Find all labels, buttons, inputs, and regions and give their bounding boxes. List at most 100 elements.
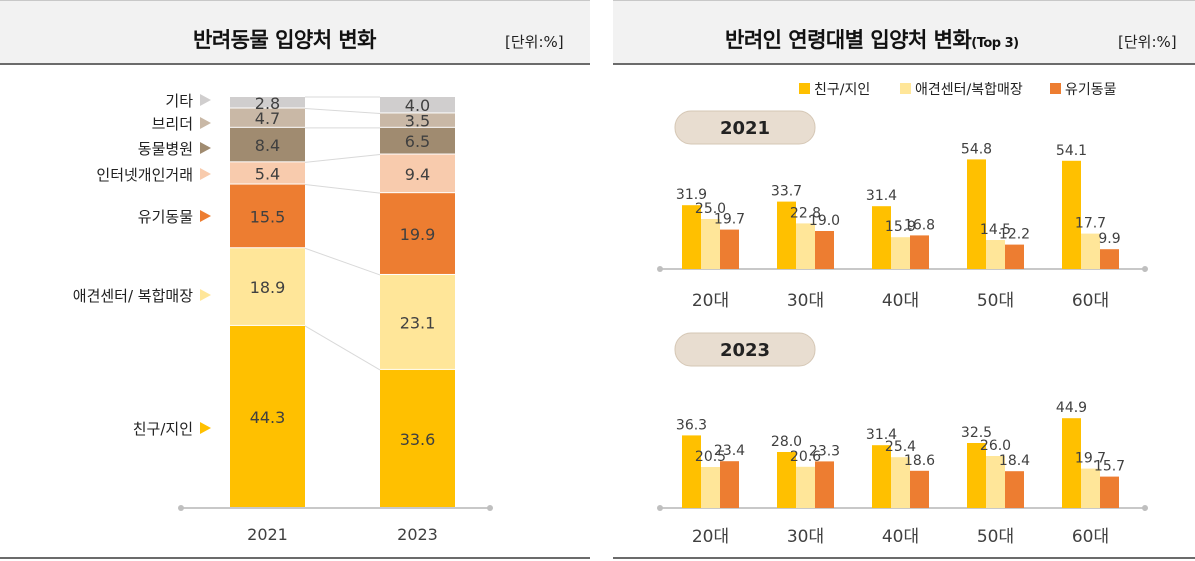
data-label: 18.4 [999,453,1030,469]
data-label: 5.4 [255,164,280,183]
legend-arrow-icon [200,168,211,180]
data-label: 31.4 [866,188,897,204]
legend-label: 애견센터/ 복합매장 [73,287,193,305]
data-label: 4.7 [255,109,280,128]
data-label: 9.9 [1098,231,1120,247]
axis-end-dot [1142,266,1148,272]
axis-end-dot [178,505,184,511]
bar-segment [230,184,305,248]
data-label: 28.0 [771,434,802,450]
x-tick-label: 2021 [247,525,288,544]
bar [1081,468,1100,508]
bar [891,237,910,269]
bar [891,457,910,508]
legend-swatch [900,83,911,94]
data-label: 44.3 [250,408,286,427]
x-tick-label: 20대 [692,291,729,311]
data-label: 17.7 [1075,216,1106,232]
data-label: 44.9 [1056,400,1087,416]
bar-segment [230,127,305,162]
bar [701,219,720,269]
bar [1062,160,1081,269]
x-tick-label: 50대 [977,291,1014,311]
data-label: 6.5 [405,132,430,151]
data-label: 15.9 [885,219,916,235]
data-label: 33.6 [400,430,436,449]
right-panel-title: 반려인 연령대별 입양처 변화(Top 3) [725,24,1019,54]
data-label: 20.6 [790,449,821,465]
bar [682,205,701,269]
left-header-divider [0,63,590,65]
legend-arrow-icon [200,422,211,434]
bar-segment [380,127,455,154]
data-label: 54.8 [961,141,992,157]
legend-label: 유기동물 [138,208,193,226]
x-tick-label: 60대 [1072,527,1109,547]
bar-segment [230,162,305,184]
data-label: 23.3 [809,443,840,459]
right-header-bar [613,0,1195,63]
left-panel-title: 반려동물 입양처 변화 [193,28,377,52]
legend-label: 애견센터/복합매장 [915,82,1023,98]
data-label: 4.0 [405,96,430,115]
data-label: 54.1 [1056,143,1087,159]
legend-label: 유기동물 [1065,82,1117,98]
bar [720,229,739,269]
bar [701,467,720,508]
legend-swatch [799,83,810,94]
data-label: 8.4 [255,136,280,155]
bar [986,456,1005,508]
bar-segment [380,113,455,127]
bar [872,206,891,269]
left-bottom-divider [0,557,590,559]
data-label: 15.7 [1094,459,1125,475]
bar [967,159,986,269]
bar [872,445,891,508]
year-badge-label: 2021 [720,118,770,139]
bar [777,201,796,269]
stacked-bar-chart: 44.3 18.9 15.5 5.4 8.4 4.72.8 2021 33.6 23.1 19.9… [73,92,493,544]
data-label: 9.4 [405,165,430,184]
x-tick-label: 40대 [882,291,919,311]
data-label: 26.0 [980,438,1011,454]
data-label: 19.9 [400,225,436,244]
right-panel-unit: [단위:%] [1118,33,1177,51]
data-label: 18.6 [904,453,935,469]
right-bottom-divider [613,557,1195,559]
legend-swatch [1050,83,1061,94]
axis-end-dot [487,505,493,511]
legend-label: 친구/지인 [814,82,870,98]
data-label: 19.7 [714,212,745,228]
data-label: 32.5 [961,425,992,441]
data-label: 20.5 [695,449,726,465]
year-badge-label: 2023 [720,340,770,361]
x-tick-label: 20대 [692,527,729,547]
legend-arrow-icon [200,289,211,301]
bar [1081,233,1100,269]
bar [815,231,834,269]
x-tick-label: 30대 [787,291,824,311]
data-label: 19.7 [1075,451,1106,467]
year-badge [674,110,816,145]
data-label: 23.1 [400,313,436,332]
bar-segment [380,274,455,369]
bar-segment [230,325,305,507]
bar [720,461,739,508]
right-panel-title-suffix: (Top 3) [971,36,1019,51]
x-tick-label: 2023 [397,525,438,544]
bar [986,240,1005,269]
x-tick-label: 60대 [1072,291,1109,311]
bar [1062,418,1081,508]
data-label: 25.4 [885,439,916,455]
data-label: 16.8 [904,217,935,233]
bar-segment [230,248,305,325]
legend-arrow-icon [200,142,211,154]
bar [777,452,796,508]
year-badge [674,332,816,367]
bar-segment [230,108,305,127]
data-label: 18.9 [250,278,286,297]
data-label: 22.8 [790,205,821,221]
x-tick-label: 50대 [977,527,1014,547]
legend-label: 동물병원 [138,140,193,158]
axis-end-dot [657,266,663,272]
